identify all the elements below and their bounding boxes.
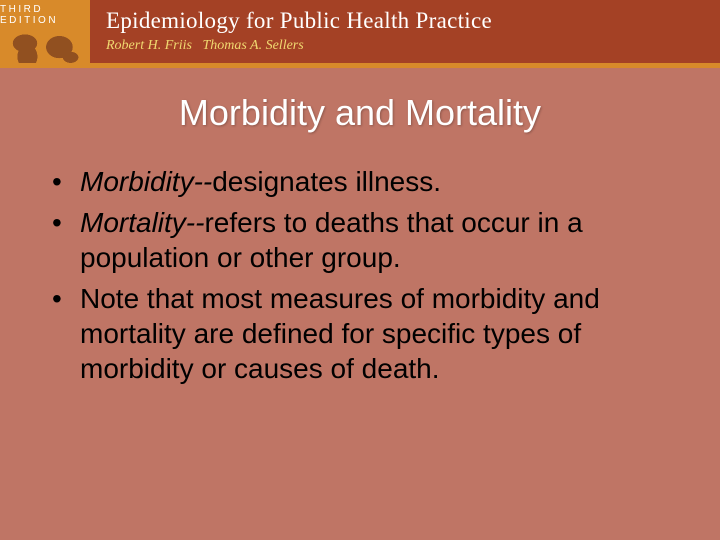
slide-body: Morbidity and Mortality Morbidity--desig… <box>0 68 720 540</box>
bullet-term: Morbidity-- <box>80 166 212 197</box>
authors-line: Robert H. Friis Thomas A. Sellers <box>106 38 720 54</box>
bullet-item: Morbidity--designates illness. <box>50 164 678 199</box>
book-title: Epidemiology for Public Health Practice <box>106 8 720 34</box>
author-2: Thomas A. Sellers <box>202 38 303 53</box>
bullet-list: Morbidity--designates illness. Mortality… <box>42 164 678 386</box>
bullet-term: Mortality-- <box>80 207 204 238</box>
header-divider <box>0 63 720 68</box>
bullet-text: Note that most measures of morbidity and… <box>80 283 600 384</box>
header-text-block: Epidemiology for Public Health Practice … <box>90 0 720 68</box>
bullet-text: designates illness. <box>212 166 441 197</box>
edition-badge: THIRD EDITION <box>0 0 90 68</box>
bullet-item: Mortality--refers to deaths that occur i… <box>50 205 678 275</box>
textbook-header: THIRD EDITION Epidemiology for Public He… <box>0 0 720 68</box>
slide-title: Morbidity and Mortality <box>42 92 678 134</box>
edition-label: THIRD EDITION <box>0 4 90 26</box>
bullet-item: Note that most measures of morbidity and… <box>50 281 678 386</box>
author-1: Robert H. Friis <box>106 38 192 53</box>
